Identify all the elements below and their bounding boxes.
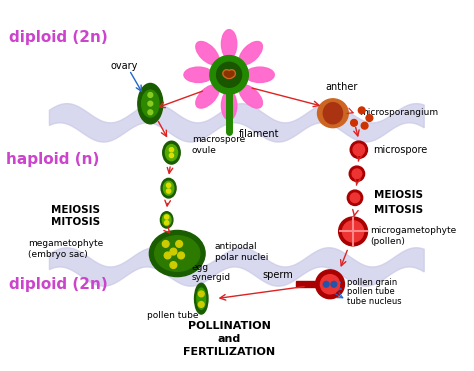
Circle shape	[148, 110, 153, 115]
Circle shape	[320, 275, 339, 294]
Circle shape	[210, 56, 248, 94]
Ellipse shape	[160, 212, 173, 228]
Circle shape	[349, 166, 365, 181]
Circle shape	[148, 101, 153, 106]
Circle shape	[316, 270, 345, 299]
Circle shape	[225, 71, 232, 79]
Circle shape	[148, 93, 153, 97]
Circle shape	[169, 153, 173, 158]
Ellipse shape	[161, 178, 176, 198]
Circle shape	[166, 183, 171, 187]
Polygon shape	[49, 248, 424, 286]
Circle shape	[350, 141, 367, 158]
Circle shape	[353, 144, 365, 155]
Text: POLLINATION
and
FERTILIZATION: POLLINATION and FERTILIZATION	[183, 321, 275, 357]
Circle shape	[343, 221, 364, 242]
Circle shape	[164, 252, 171, 259]
Text: MITOSIS: MITOSIS	[374, 206, 423, 216]
Circle shape	[199, 302, 204, 307]
Text: megametophyte
(embryo sac): megametophyte (embryo sac)	[28, 239, 103, 259]
Circle shape	[366, 115, 373, 121]
Text: diploid (2n): diploid (2n)	[9, 30, 108, 45]
Ellipse shape	[194, 283, 208, 314]
Text: sperm: sperm	[263, 270, 293, 280]
Ellipse shape	[138, 83, 163, 124]
Text: ovary: ovary	[111, 61, 138, 71]
Text: filament: filament	[238, 129, 279, 139]
Ellipse shape	[239, 85, 263, 108]
Circle shape	[162, 240, 169, 247]
Ellipse shape	[162, 214, 171, 226]
Circle shape	[164, 221, 169, 225]
Circle shape	[199, 291, 204, 297]
Circle shape	[178, 252, 184, 259]
Circle shape	[229, 71, 234, 76]
Circle shape	[169, 148, 173, 152]
Ellipse shape	[221, 91, 237, 120]
Text: microspore: microspore	[373, 145, 428, 155]
Text: synergid: synergid	[191, 273, 231, 282]
Circle shape	[352, 169, 362, 178]
Circle shape	[223, 70, 230, 78]
Ellipse shape	[165, 145, 178, 161]
Circle shape	[226, 71, 234, 79]
Ellipse shape	[142, 90, 159, 117]
Circle shape	[228, 72, 232, 77]
Text: MITOSIS: MITOSIS	[51, 217, 100, 227]
Ellipse shape	[196, 42, 219, 65]
Text: tube nucleus: tube nucleus	[347, 297, 402, 306]
Text: diploid (2n): diploid (2n)	[9, 276, 108, 292]
Text: MEIOSIS: MEIOSIS	[374, 190, 423, 200]
Ellipse shape	[184, 67, 213, 82]
Circle shape	[217, 62, 242, 87]
Circle shape	[338, 217, 367, 246]
Ellipse shape	[164, 181, 174, 195]
Polygon shape	[49, 104, 424, 142]
Text: microsporangium: microsporangium	[359, 108, 438, 118]
Ellipse shape	[149, 230, 205, 276]
Circle shape	[358, 107, 365, 114]
Text: MEIOSIS: MEIOSIS	[51, 204, 100, 214]
Text: pollen tube: pollen tube	[347, 287, 395, 296]
Ellipse shape	[197, 288, 206, 309]
Circle shape	[323, 281, 329, 287]
Text: antipodal: antipodal	[215, 242, 257, 251]
Circle shape	[347, 190, 363, 206]
Ellipse shape	[318, 99, 348, 128]
Text: egg: egg	[191, 263, 209, 272]
Circle shape	[170, 262, 177, 268]
Ellipse shape	[196, 85, 219, 108]
Circle shape	[351, 119, 357, 126]
Ellipse shape	[163, 141, 180, 164]
Circle shape	[350, 193, 360, 203]
Circle shape	[226, 72, 231, 77]
Ellipse shape	[155, 236, 200, 271]
Circle shape	[224, 71, 229, 76]
Circle shape	[164, 215, 169, 219]
FancyArrow shape	[296, 281, 316, 287]
Circle shape	[176, 240, 182, 247]
Text: pollen grain: pollen grain	[347, 278, 398, 286]
Text: pollen tube: pollen tube	[147, 311, 199, 320]
Circle shape	[170, 248, 177, 255]
Circle shape	[361, 122, 368, 129]
Text: anther: anther	[325, 82, 357, 92]
Ellipse shape	[239, 42, 263, 65]
Circle shape	[331, 281, 337, 287]
Text: polar nuclei: polar nuclei	[215, 253, 268, 262]
Ellipse shape	[246, 67, 274, 82]
Circle shape	[166, 189, 171, 193]
Text: microgametophyte
(pollen): microgametophyte (pollen)	[370, 226, 456, 246]
Ellipse shape	[221, 30, 237, 59]
Circle shape	[228, 70, 236, 78]
Text: haploid (n): haploid (n)	[6, 152, 100, 167]
Ellipse shape	[323, 103, 343, 124]
Text: macrospore
ovule: macrospore ovule	[191, 135, 245, 155]
